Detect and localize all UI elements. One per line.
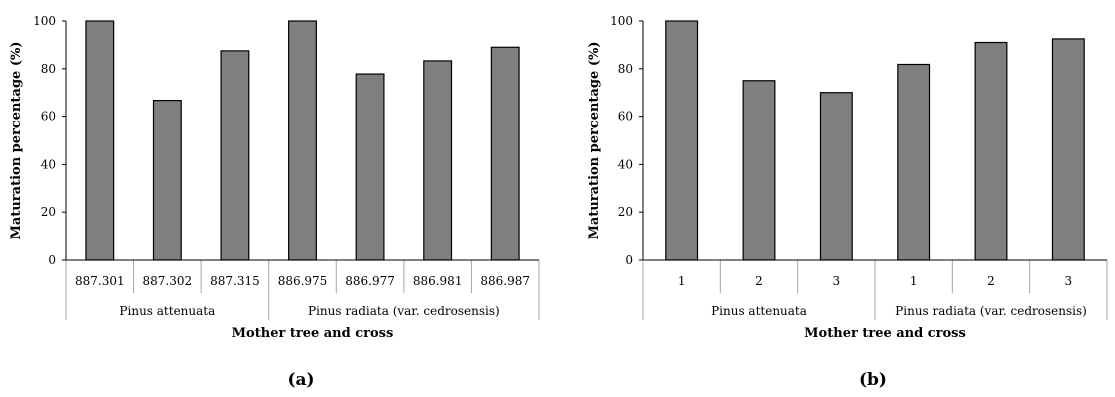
bar [490,46,520,261]
x-tick-label: 887.301 [75,274,125,288]
bar [1051,38,1085,261]
y-tick-label: 60 [618,110,633,124]
group-label: Pinus attenuata [119,304,215,318]
y-tick-label: 100 [33,14,56,28]
y-tick-label: 60 [41,110,56,124]
bar [220,50,250,261]
x-tick-label: 886.987 [480,274,530,288]
bar [897,63,931,261]
x-axis-title: Mother tree and cross [804,326,966,341]
x-tick-label: 886.975 [278,274,328,288]
y-axis-title: Maturation percentage (%) [587,42,602,240]
panel-label: (a) [287,370,314,390]
group-label: Pinus radiata (var. cedrosensis) [895,304,1087,318]
y-tick-label: 100 [610,14,633,28]
bar [423,60,453,261]
x-tick-label: 1 [910,274,918,288]
y-tick-label: 80 [618,62,633,76]
bar [974,41,1008,261]
x-tick-label: 886.981 [413,274,463,288]
y-tick-label: 40 [618,157,633,171]
bar [288,20,317,261]
group-label: Pinus attenuata [711,304,807,318]
bar [665,20,699,261]
bar [152,99,182,261]
bar [742,80,776,261]
y-tick-label: 20 [41,205,56,219]
x-tick-label: 2 [755,274,763,288]
x-axis-title: Mother tree and cross [232,326,394,341]
chart-panel-a: 0 20 40 60 80 100 887.301 887.302 887.315 886.975… [9,14,540,390]
y-axis-title: Maturation percentage (%) [9,42,24,240]
x-tick-label: 1 [678,274,686,288]
y-tick-label: 0 [48,253,56,267]
x-tick-label: 887.315 [210,274,260,288]
y-tick-label: 0 [625,253,633,267]
x-tick-label: 3 [833,274,841,288]
bar [85,20,115,261]
x-tick-label: 886.977 [345,274,395,288]
y-tick-label: 80 [41,62,56,76]
x-tick-label: 887.302 [143,274,193,288]
group-label: Pinus radiata (var. cedrosensis) [308,304,500,318]
bar [819,92,853,261]
y-tick-label: 20 [618,205,633,219]
y-tick-label: 40 [41,157,56,171]
bar [355,73,385,261]
x-tick-label: 3 [1065,274,1073,288]
chart-panel-b: 0 20 40 60 80 100 1 2 3 1 2 3 Pinus attenuata Pinus r… [587,14,1108,390]
panel-label: (b) [859,370,887,390]
x-tick-label: 2 [987,274,995,288]
